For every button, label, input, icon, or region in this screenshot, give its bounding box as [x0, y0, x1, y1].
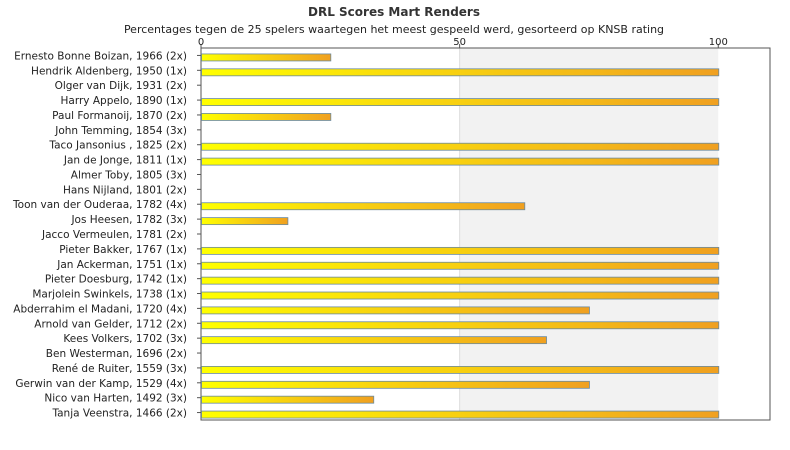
chart-title: DRL Scores Mart Renders [308, 5, 480, 19]
category-label: Toon van der Ouderaa, 1782 (4x) [12, 199, 187, 211]
bar [201, 261, 720, 270]
category-label: Hendrik Aldenberg, 1950 (1x) [31, 65, 187, 77]
bar [201, 142, 720, 151]
bar [201, 53, 332, 62]
category-label: Arnold van Gelder, 1712 (2x) [34, 318, 187, 330]
bar [201, 246, 720, 255]
chart-subtitle: Percentages tegen de 25 spelers waartege… [124, 23, 664, 36]
category-label: Hans Nijland, 1801 (2x) [63, 184, 187, 196]
category-label: Taco Jansonius , 1825 (2x) [48, 140, 187, 152]
category-label: Nico van Harten, 1492 (3x) [44, 393, 187, 405]
bar [201, 217, 289, 226]
category-label: Gerwin van der Kamp, 1529 (4x) [15, 378, 187, 390]
bar [201, 157, 720, 166]
category-label: Ben Westerman, 1696 (2x) [46, 348, 187, 360]
x-tick-label: 100 [709, 37, 728, 48]
category-label: René de Ruiter, 1559 (3x) [52, 363, 187, 375]
plot-band [459, 48, 719, 420]
category-label: Kees Volkers, 1702 (3x) [63, 333, 187, 345]
bar [201, 276, 720, 285]
bar [201, 366, 720, 374]
bar [201, 336, 547, 345]
category-label: Jan de Jonge, 1811 (1x) [63, 155, 187, 167]
category-label: John Temming, 1854 (3x) [54, 125, 187, 137]
category-label: Paul Formanoij, 1870 (2x) [52, 110, 187, 122]
category-label: Jacco Vermeulen, 1781 (2x) [41, 229, 187, 241]
x-tick-label: 0 [198, 37, 204, 48]
category-label: Pieter Doesburg, 1742 (1x) [45, 274, 187, 286]
bar [201, 291, 720, 300]
category-label: Almer Toby, 1805 (3x) [71, 169, 187, 181]
x-tick-label: 50 [453, 37, 466, 48]
bar [201, 410, 720, 419]
category-label: Olger van Dijk, 1931 (2x) [55, 80, 187, 92]
category-label: Marjolein Swinkels, 1738 (1x) [32, 289, 187, 301]
plot-area: 0 50 100 Ernesto Bonne Boizan, 1966 (2x) Hen… [12, 37, 771, 421]
category-label: Jan Ackerman, 1751 (1x) [56, 259, 187, 271]
bar [201, 98, 720, 106]
category-label: Pieter Bakker, 1767 (1x) [59, 244, 187, 256]
bar [201, 202, 526, 211]
bar [201, 113, 332, 121]
bar [201, 321, 720, 330]
category-label: Jos Heesen, 1782 (3x) [70, 214, 187, 226]
bar [201, 68, 720, 77]
category-label: Harry Appelo, 1890 (1x) [61, 95, 187, 107]
bar [201, 306, 590, 315]
category-label: Ernesto Bonne Boizan, 1966 (2x) [14, 50, 187, 62]
category-label: Abderrahim el Madani, 1720 (4x) [13, 303, 187, 315]
bar [201, 395, 375, 404]
category-label: Tanja Veenstra, 1466 (2x) [51, 408, 187, 420]
bar [201, 380, 590, 389]
